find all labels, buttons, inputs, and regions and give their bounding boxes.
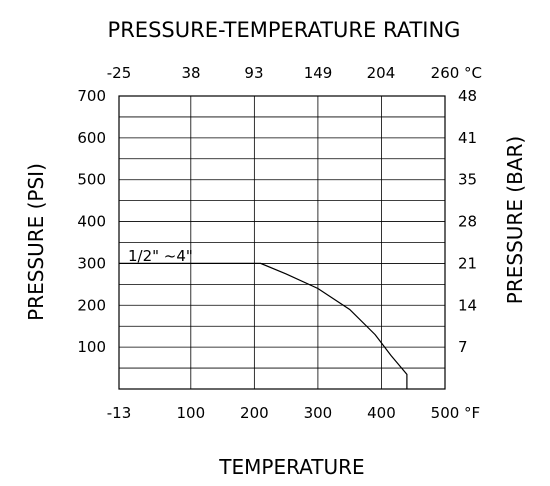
y-tick-label-psi: 400	[77, 213, 106, 231]
plot-frame	[118, 95, 446, 390]
x-tick-label-celsius: 204	[367, 64, 396, 82]
y-tick-label-psi: 500	[77, 171, 106, 189]
bottom-fahrenheit-ticks: -13 100 200 300 400 500	[107, 404, 460, 422]
y-tick-label-bar: 28	[458, 213, 477, 231]
rating-curve-line	[119, 262, 408, 389]
right-bar-ticks: 7 14 21 28 35 41 48	[458, 87, 477, 356]
x-tick-label-celsius: 260	[431, 64, 460, 82]
y-tick-label-bar: 35	[458, 171, 477, 189]
left-psi-ticks: 100 200 300 400 500 600 700	[77, 87, 106, 356]
x-tick-label-celsius: -25	[107, 64, 132, 82]
x-axis-label: TEMPERATURE	[218, 455, 364, 479]
y-tick-label-bar: 41	[458, 129, 477, 147]
y-tick-label-bar: 21	[458, 254, 477, 272]
y-tick-label-bar: 48	[458, 87, 477, 105]
x-tick-label-fahrenheit: 200	[240, 404, 269, 422]
y-tick-label-psi: 300	[77, 254, 106, 272]
x-tick-label-fahrenheit: 100	[176, 404, 205, 422]
y-tick-label-psi: 200	[77, 296, 106, 314]
y-tick-label-psi: 700	[77, 87, 106, 105]
series-label: 1/2" ~4"	[128, 247, 193, 265]
y-tick-label-psi: 600	[77, 129, 106, 147]
x-tick-label-celsius: 93	[244, 64, 263, 82]
top-celsius-ticks: -25 38 93 149 204 260	[107, 64, 460, 82]
y-tick-label-bar: 14	[458, 296, 477, 314]
bottom-unit-label: °F	[464, 404, 480, 422]
x-tick-label-celsius: 149	[304, 64, 333, 82]
x-tick-label-fahrenheit: 400	[367, 404, 396, 422]
top-unit-label: °C	[464, 64, 482, 82]
x-tick-label-fahrenheit: -13	[107, 404, 132, 422]
x-tick-label-celsius: 38	[182, 64, 201, 82]
x-tick-label-fahrenheit: 500	[431, 404, 460, 422]
y-tick-label-bar: 7	[458, 338, 468, 356]
grid	[119, 96, 445, 389]
y-tick-label-psi: 100	[77, 338, 106, 356]
x-tick-label-fahrenheit: 300	[304, 404, 333, 422]
chart-title: PRESSURE-TEMPERATURE RATING	[108, 18, 461, 42]
y-axis-label-right: PRESSURE (BAR)	[503, 136, 527, 304]
y-axis-label-left: PRESSURE (PSI)	[24, 163, 48, 321]
